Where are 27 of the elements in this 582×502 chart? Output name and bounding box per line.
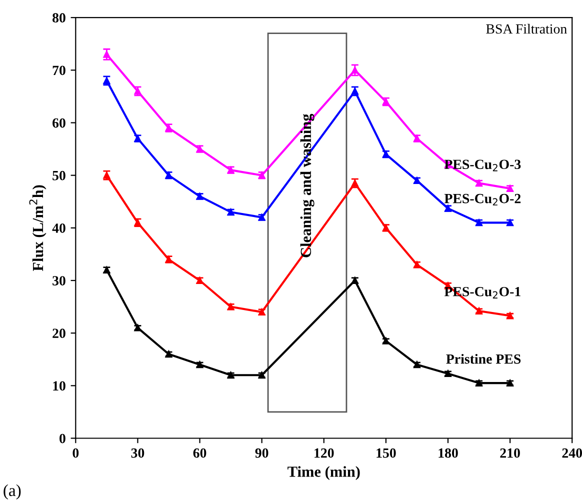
x-tick-label: 120 [314,448,334,458]
y-tick-label: 20 [52,328,66,338]
y-tick-label: 30 [52,276,66,286]
point [351,66,358,74]
y-tick-label: 50 [52,170,66,180]
x-tick-label: 150 [376,448,396,458]
y-tick-label: 40 [52,223,66,233]
annotation: BSA Filtration [486,24,567,34]
series-label: PES-Cu$_{2}$O-2 [444,194,521,206]
x-tick-label: 0 [72,448,79,458]
point [103,50,110,58]
annotation: Cleaning and washing [300,114,314,258]
y-tick-label: 10 [53,381,66,391]
x-tick-label: 210 [500,448,520,458]
y-tick-label: 0 [60,434,66,444]
x-tick-label: 30 [131,448,144,458]
text: (a) [4,484,21,500]
y-axis-title: Flux (L/m$^{2}$h) [29,185,46,272]
x-tick-label: 180 [438,448,458,458]
series-label: Pristine PES [446,354,521,364]
y-tick-label: 80 [52,13,66,23]
y-tick-label: 60 [52,118,66,128]
x-tick-label: 90 [255,448,268,458]
y-tick-label: 70 [52,66,66,76]
x-tick-label: 60 [193,448,206,458]
x-axis-title: Time (min) [288,466,360,480]
x-tick-label: 240 [562,448,582,458]
